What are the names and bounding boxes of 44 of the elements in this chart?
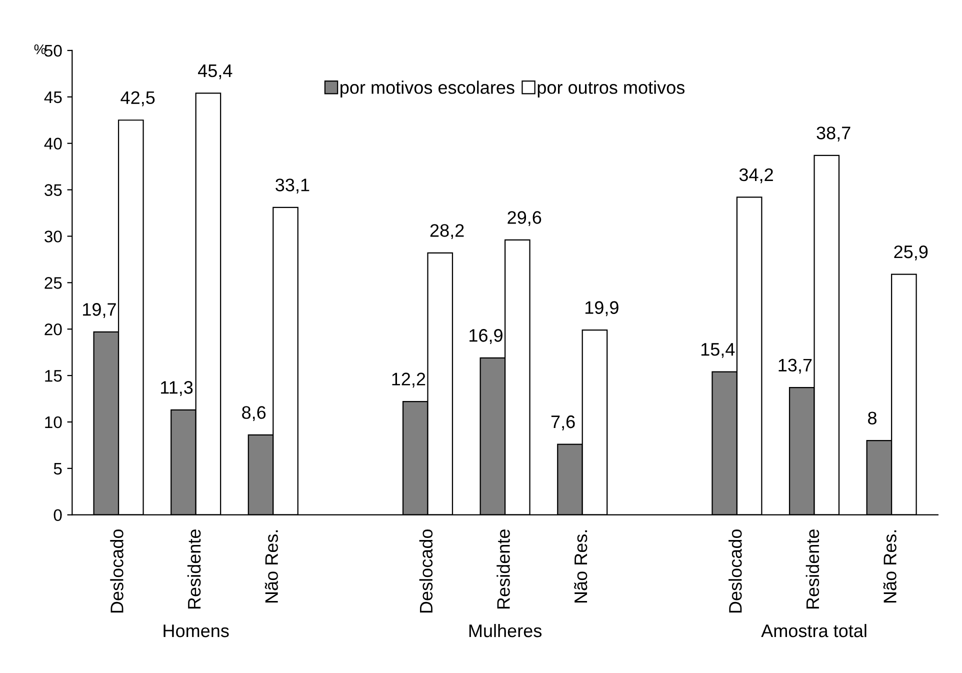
- data-label: 13,7: [778, 358, 812, 374]
- x-tick-label: Deslocado: [728, 529, 742, 613]
- legend-label: por outros motivos: [538, 80, 685, 98]
- y-tick-label: 50: [44, 44, 62, 57]
- y-tick-label: 30: [44, 230, 62, 242]
- data-label: 11,3: [160, 381, 193, 396]
- data-label: 8: [868, 412, 876, 424]
- y-tick-label: 15: [45, 370, 62, 382]
- data-label: 33,1: [276, 178, 310, 194]
- data-label: 12,2: [392, 372, 426, 388]
- y-tick-label: 40: [44, 138, 62, 150]
- data-label: 7,6: [551, 415, 575, 430]
- text: Mulheres: [469, 624, 542, 638]
- x-tick-label: Residente: [496, 530, 510, 609]
- y-axis-title: %: [34, 44, 46, 54]
- x-tick-label: Não Res.: [883, 530, 896, 603]
- y-tick-label: 20: [44, 324, 62, 336]
- data-label: 8,6: [242, 406, 266, 422]
- data-label: 19,7: [83, 303, 116, 318]
- y-tick-label: 5: [54, 462, 62, 475]
- data-label: 28,2: [430, 224, 464, 240]
- y-tick-label: 45: [44, 91, 62, 104]
- data-label: 34,2: [739, 168, 773, 184]
- x-tick-label: Deslocado: [110, 529, 124, 613]
- y-tick-label: 35: [44, 184, 62, 196]
- x-tick-label: Residente: [187, 530, 201, 609]
- text: Homens: [164, 624, 229, 638]
- data-label: 16,9: [470, 329, 502, 344]
- y-tick-label: 25: [44, 277, 62, 289]
- legend-label: por motivos escolares: [340, 80, 514, 98]
- x-tick-label: Residente: [806, 530, 820, 609]
- data-label: 19,9: [585, 301, 618, 316]
- data-label: 29,6: [508, 211, 542, 226]
- x-tick-label: Deslocado: [419, 529, 433, 613]
- data-label: 38,7: [816, 126, 850, 142]
- data-label: 42,5: [120, 91, 155, 106]
- y-tick-label: 10: [45, 416, 62, 428]
- data-label: 25,9: [894, 245, 928, 260]
- x-tick-label: Não Res.: [264, 530, 278, 603]
- data-label: 45,4: [198, 64, 232, 80]
- y-tick-label: 0: [54, 509, 62, 522]
- data-label: 15,4: [701, 343, 735, 358]
- text: Amostra total: [761, 624, 866, 638]
- x-tick-label: Não Res.: [574, 530, 588, 603]
